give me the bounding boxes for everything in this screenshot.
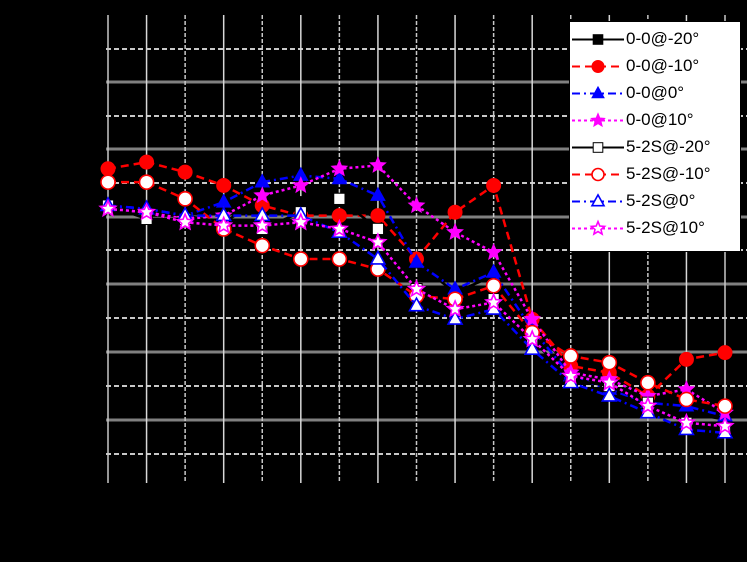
legend-label: 5-2S@0°	[626, 191, 696, 210]
dotted-line-filled-star-icon	[572, 112, 624, 128]
legend-item-5-2s-0: 5-2S@0°	[570, 188, 742, 215]
legend-label: 0-0@10°	[626, 110, 694, 129]
legend-label: 0-0@-20°	[626, 29, 700, 48]
legend-label: 5-2S@-10°	[626, 164, 711, 183]
legend-label: 5-2S@10°	[626, 218, 705, 237]
dashed-line-filled-circle-icon	[572, 60, 624, 73]
series-5-2S@10°	[98, 198, 735, 435]
dotted-line-open-star-icon	[572, 219, 624, 236]
legend-label: 5-2S@-20°	[626, 137, 711, 156]
solid-line-open-square-icon	[572, 142, 624, 153]
legend-item-0-0-0: 0-0@0°	[570, 80, 742, 107]
legend-item-0-0-minus10: 0-0@-10°	[570, 53, 742, 80]
legend-item-0-0-10: 0-0@10°	[570, 107, 742, 134]
legend-item-5-2s-minus10: 5-2S@-10°	[570, 161, 742, 188]
solid-line-filled-square-icon	[572, 34, 624, 45]
legend-item-5-2s-10: 5-2S@10°	[570, 215, 742, 242]
legend-label: 0-0@-10°	[626, 56, 700, 75]
dashed-line-open-circle-icon	[572, 167, 624, 182]
legend-item-5-2s-minus20: 5-2S@-20°	[570, 134, 742, 161]
legend-item-0-0-minus20: 0-0@-20°	[570, 26, 742, 53]
dashdot-line-filled-triangle-icon	[572, 85, 624, 99]
dashdot-line-open-triangle-icon	[572, 193, 624, 207]
legend-label: 0-0@0°	[626, 83, 685, 102]
data-series	[98, 154, 735, 439]
legend: 0-0@-20° 0-0@-10° 0-0@0° 0-0@10° 5-2S@-2…	[569, 21, 741, 252]
